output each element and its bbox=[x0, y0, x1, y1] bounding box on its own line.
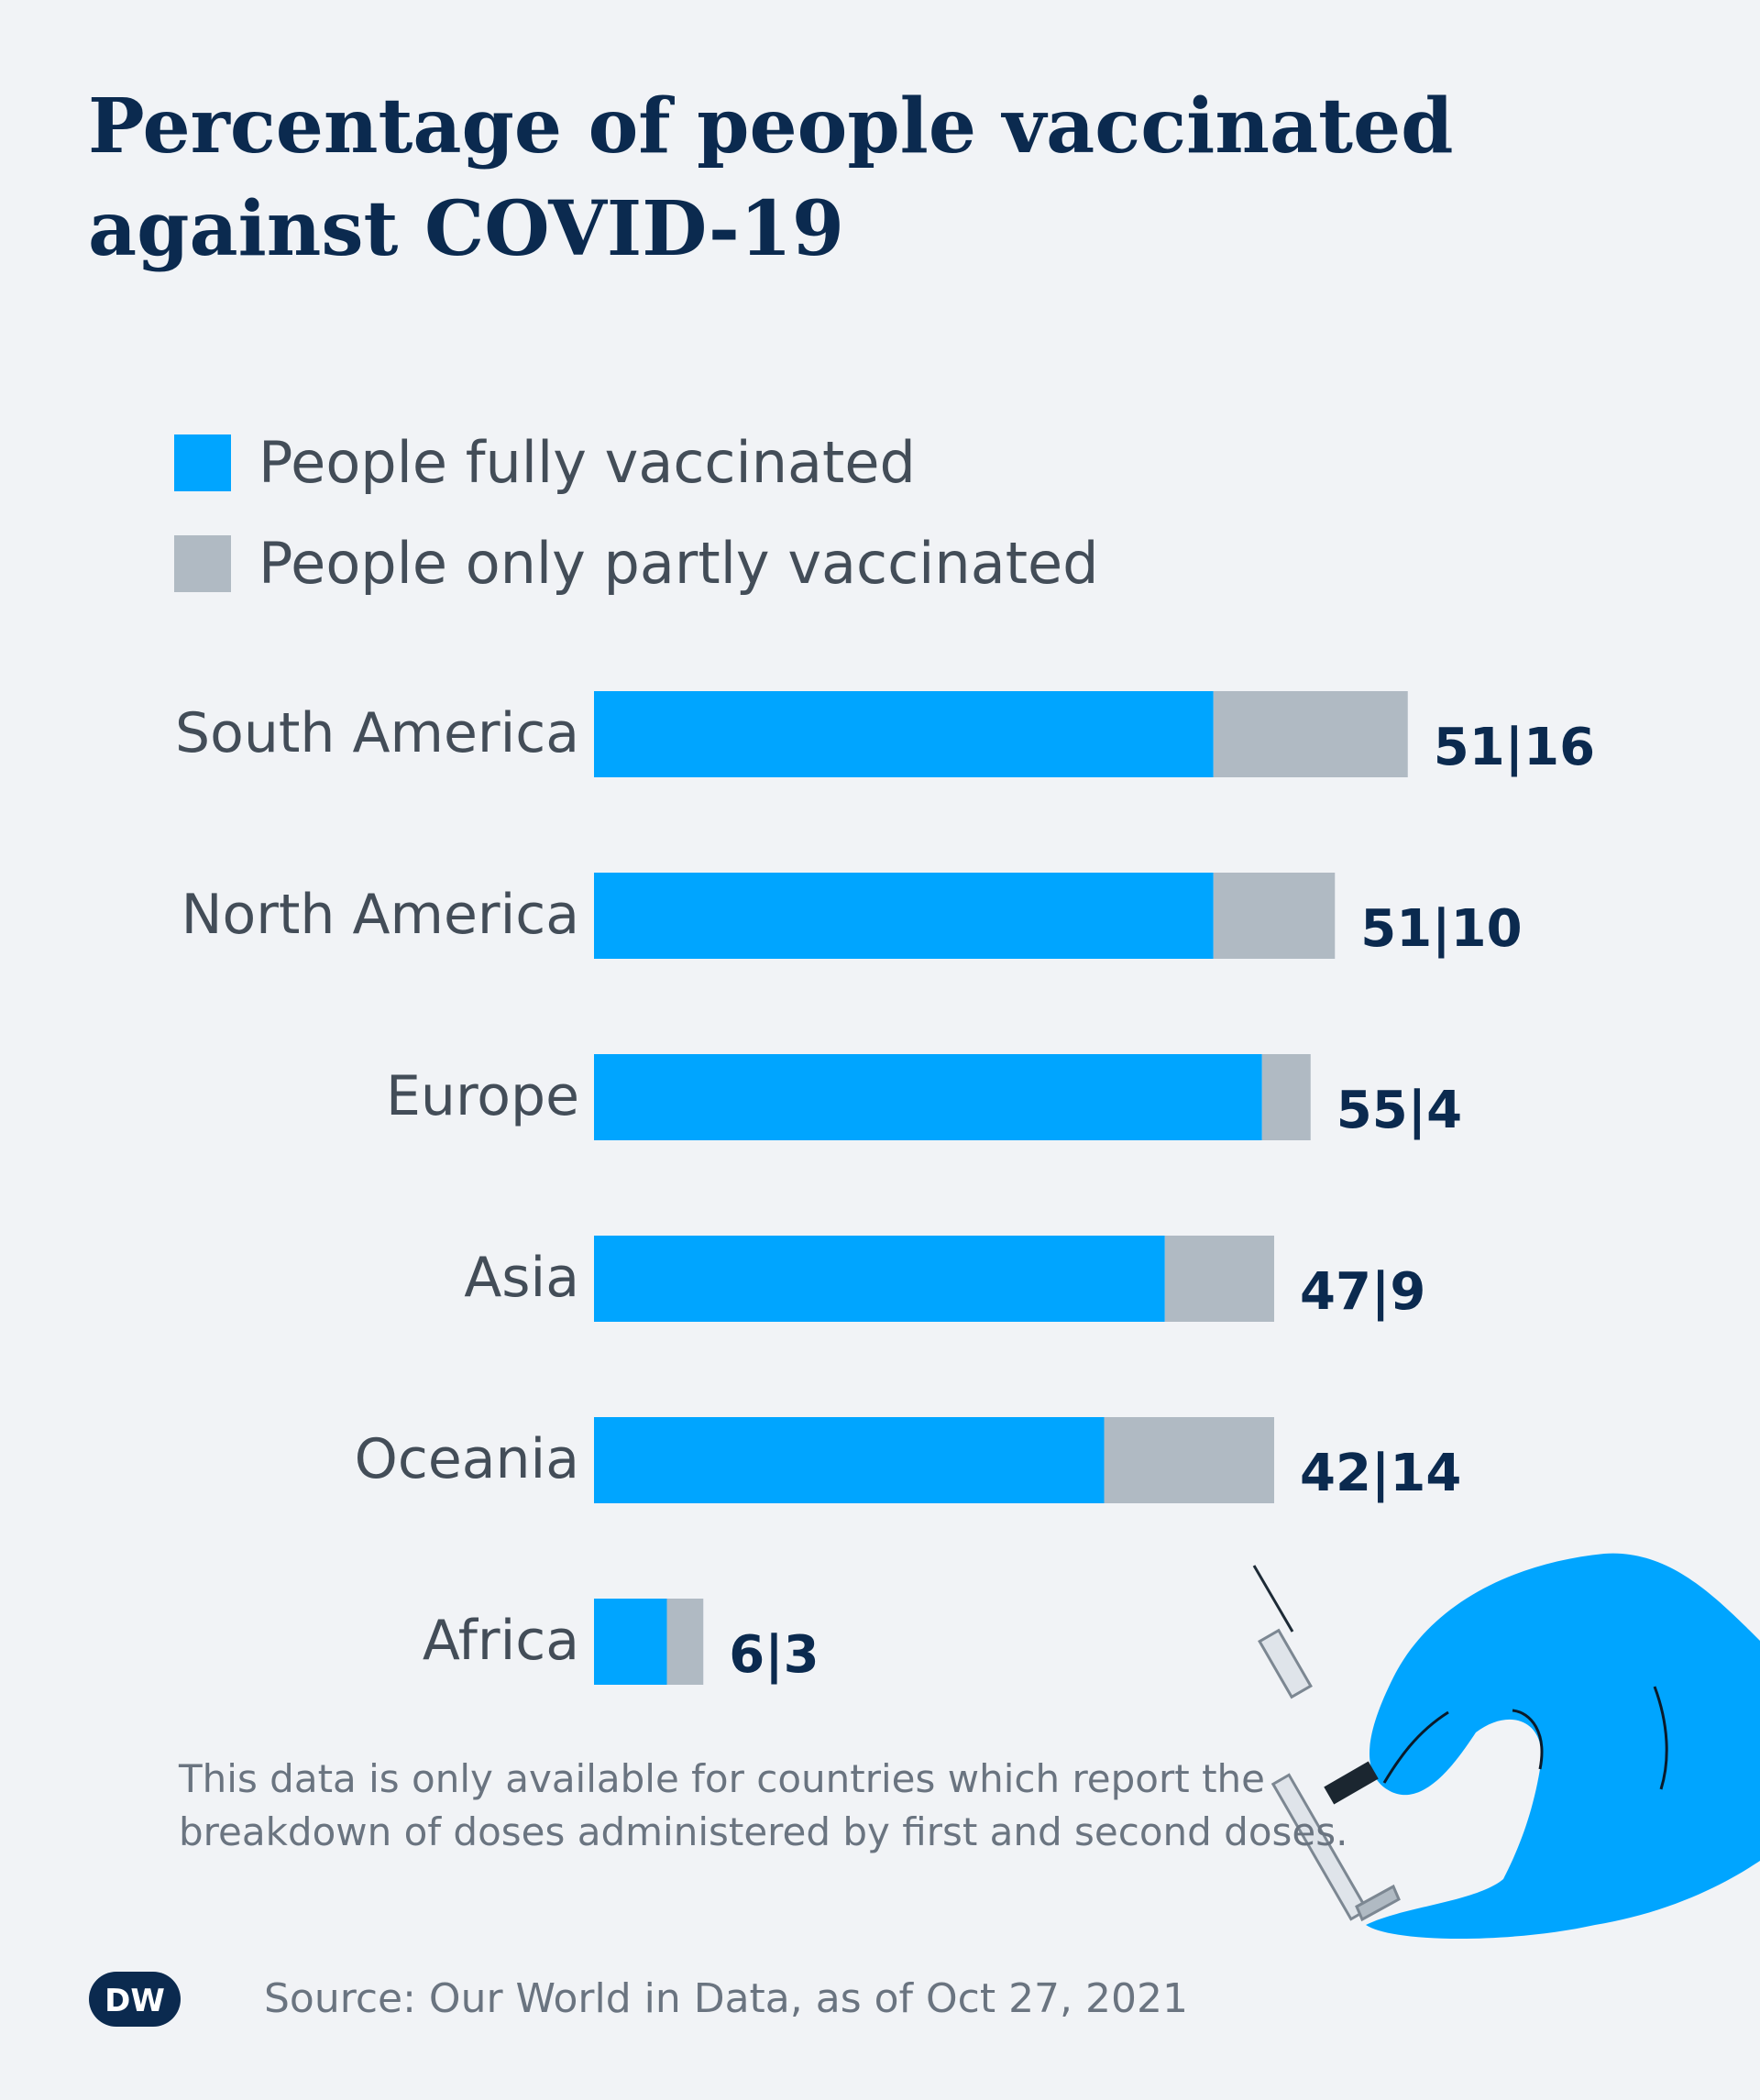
category-label-africa: Africa bbox=[423, 1609, 579, 1673]
value-label-oceania: 42|14 bbox=[1300, 1444, 1461, 1503]
source-note: Source: Our World in Data, as of Oct 27,… bbox=[264, 1975, 1189, 2022]
value-label-europe: 55|4 bbox=[1336, 1081, 1462, 1140]
category-label-south-america: South America bbox=[175, 701, 579, 765]
category-label-asia: Asia bbox=[464, 1246, 579, 1310]
footnote: This data is only available for countrie… bbox=[179, 1756, 1348, 1854]
legend-label-fully: People fully vaccinated bbox=[258, 429, 916, 496]
category-label-oceania: Oceania bbox=[355, 1427, 579, 1491]
category-label-europe: Europe bbox=[386, 1064, 579, 1128]
bar-chart: South America 51|16 North America 51|10 Euro… bbox=[175, 691, 1595, 1685]
bar-partly-europe bbox=[1261, 1054, 1311, 1140]
bar-fully-oceania bbox=[594, 1417, 1105, 1503]
bar-fully-europe bbox=[594, 1054, 1262, 1140]
bar-partly-south-america bbox=[1213, 691, 1408, 777]
bar-partly-asia bbox=[1164, 1236, 1274, 1322]
chart-title: Percentage of people vaccinated against … bbox=[88, 82, 1454, 273]
bar-fully-africa bbox=[594, 1599, 667, 1685]
bar-fully-north-america bbox=[594, 873, 1214, 959]
gloved-hand-syringe-illustration bbox=[1252, 1553, 1760, 1939]
legend-swatch-fully bbox=[174, 434, 231, 491]
bar-partly-north-america bbox=[1213, 873, 1336, 959]
bar-fully-asia bbox=[594, 1236, 1165, 1322]
value-label-north-america: 51|10 bbox=[1360, 899, 1522, 959]
value-label-africa: 6|3 bbox=[729, 1625, 819, 1685]
legend-swatch-partly bbox=[174, 535, 231, 592]
bar-fully-south-america bbox=[594, 691, 1214, 777]
bar-partly-oceania bbox=[1104, 1417, 1274, 1503]
value-label-asia: 47|9 bbox=[1300, 1262, 1425, 1322]
dw-logo-text: DW bbox=[104, 1983, 165, 2019]
legend-label-partly: People only partly vaccinated bbox=[258, 530, 1099, 597]
category-label-north-america: North America bbox=[182, 883, 579, 947]
dw-logo: DW bbox=[89, 1972, 181, 2027]
value-label-south-america: 51|16 bbox=[1434, 718, 1595, 777]
bar-partly-africa bbox=[666, 1599, 704, 1685]
